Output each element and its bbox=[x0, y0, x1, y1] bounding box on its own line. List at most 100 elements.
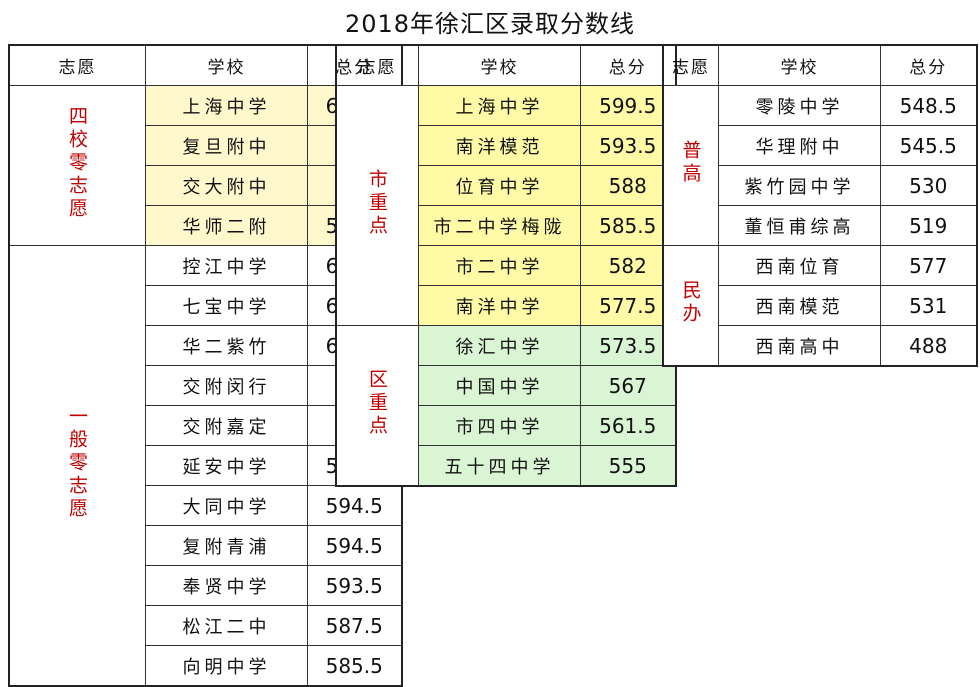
group-label: 区重点 bbox=[366, 368, 388, 438]
score-cell: 577 bbox=[880, 245, 977, 286]
table-row: 大同中学 594.5 bbox=[9, 485, 402, 526]
score-cell: 573.5 bbox=[580, 325, 676, 366]
score-cell: 531 bbox=[880, 285, 977, 326]
school-cell: 西南高中 bbox=[718, 325, 881, 367]
table-row: 南洋中学 577.5 bbox=[336, 285, 676, 326]
table-row: 市二中学梅陇 585.5 bbox=[336, 205, 676, 246]
score-cell: 593.5 bbox=[580, 125, 676, 166]
school-cell: 延安中学 bbox=[145, 445, 308, 486]
group-cell: 四校零志愿 bbox=[8, 85, 146, 246]
score-cell: 488 bbox=[880, 325, 977, 367]
table-row: 五十四中学 555 bbox=[336, 445, 676, 487]
score-cell: 555 bbox=[580, 445, 676, 487]
school-cell: 奉贤中学 bbox=[145, 565, 308, 606]
group-cell: 一般零志愿 bbox=[8, 245, 146, 687]
table-row: 董恒甫综高 519 bbox=[663, 205, 977, 246]
score-cell: 593.5 bbox=[307, 565, 402, 606]
school-cell: 向明中学 bbox=[145, 645, 308, 687]
school-cell: 紫竹园中学 bbox=[718, 165, 881, 206]
score-cell: 519 bbox=[880, 205, 977, 246]
school-cell: 董恒甫综高 bbox=[718, 205, 881, 246]
school-cell: 徐汇中学 bbox=[418, 325, 581, 366]
header-cell: 总分 bbox=[580, 44, 676, 86]
school-cell: 交附闵行 bbox=[145, 365, 308, 406]
score-cell: 567 bbox=[580, 365, 676, 406]
school-cell: 松江二中 bbox=[145, 605, 308, 646]
school-cell: 华师二附 bbox=[145, 205, 308, 246]
table-row: 位育中学 588 bbox=[336, 165, 676, 206]
school-cell: 大同中学 bbox=[145, 485, 308, 526]
header-row: 志愿 学校 总分 bbox=[662, 44, 977, 86]
school-cell: 中国中学 bbox=[418, 365, 581, 406]
school-cell: 华理附中 bbox=[718, 125, 881, 166]
score-cell: 548.5 bbox=[880, 85, 977, 126]
table-row: 紫竹园中学 530 bbox=[663, 165, 977, 206]
school-cell: 交附嘉定 bbox=[145, 405, 308, 446]
school-cell: 华二紫竹 bbox=[145, 325, 308, 366]
school-cell: 零陵中学 bbox=[718, 85, 881, 126]
score-cell: 561.5 bbox=[580, 405, 676, 446]
score-cell: 588 bbox=[580, 165, 676, 206]
header-cell: 学校 bbox=[145, 44, 308, 86]
header-cell: 志愿 bbox=[335, 44, 419, 86]
group-label: 四校零志愿 bbox=[66, 105, 88, 221]
group-cell: 民办 bbox=[662, 245, 719, 367]
score-cell: 577.5 bbox=[580, 285, 676, 326]
score-table: 志愿 学校 总分市重点 上海中学 599.5 南洋模范 593.5 位育中学 588 市二中学梅陇… bbox=[335, 44, 677, 487]
school-cell: 复旦附中 bbox=[145, 125, 308, 166]
score-cell: 587.5 bbox=[307, 605, 402, 646]
table-row: 西南模范 531 bbox=[663, 285, 977, 326]
school-cell: 南洋模范 bbox=[418, 125, 581, 166]
table-row: 市四中学 561.5 bbox=[336, 405, 676, 446]
school-cell: 南洋中学 bbox=[418, 285, 581, 326]
school-cell: 西南位育 bbox=[718, 245, 881, 286]
table-row: 西南高中 488 bbox=[663, 325, 977, 367]
school-cell: 上海中学 bbox=[418, 85, 581, 126]
header-cell: 学校 bbox=[418, 44, 581, 86]
score-cell: 599.5 bbox=[580, 85, 676, 126]
table-row: 松江二中 587.5 bbox=[9, 605, 402, 646]
header-row: 志愿 学校 总分 bbox=[335, 44, 676, 86]
group-cell: 普高 bbox=[662, 85, 719, 246]
school-cell: 复附青浦 bbox=[145, 525, 308, 566]
score-cell: 530 bbox=[880, 165, 977, 206]
table-row: 中国中学 567 bbox=[336, 365, 676, 406]
header-cell: 总分 bbox=[880, 44, 977, 86]
school-cell: 五十四中学 bbox=[418, 445, 581, 487]
score-cell: 594.5 bbox=[307, 485, 402, 526]
table-row: 华理附中 545.5 bbox=[663, 125, 977, 166]
table-row: 区重点 徐汇中学 573.5 bbox=[335, 325, 676, 487]
group-label: 民办 bbox=[679, 280, 702, 326]
score-cell: 594.5 bbox=[307, 525, 402, 566]
header-cell: 志愿 bbox=[8, 44, 146, 86]
group-label: 普高 bbox=[679, 140, 702, 186]
table-row: 普高 零陵中学 548.5 bbox=[662, 85, 977, 246]
group-label: 市重点 bbox=[366, 168, 388, 238]
table-row: 一般零志愿控江中学606.5 bbox=[8, 245, 402, 687]
score-cell: 545.5 bbox=[880, 125, 977, 166]
table-row: 市重点 上海中学 599.5 bbox=[335, 85, 676, 326]
table-row: 向明中学 585.5 bbox=[9, 645, 402, 687]
group-label: 一般零志愿 bbox=[66, 405, 88, 521]
group-cell: 区重点 bbox=[335, 325, 419, 487]
school-cell: 七宝中学 bbox=[145, 285, 308, 326]
score-cell: 585.5 bbox=[307, 645, 402, 687]
school-cell: 上海中学 bbox=[145, 85, 308, 126]
page-title: 2018年徐汇区录取分数线 bbox=[344, 10, 636, 38]
score-cell: 582 bbox=[580, 245, 676, 286]
school-cell: 位育中学 bbox=[418, 165, 581, 206]
school-cell: 市二中学 bbox=[418, 245, 581, 286]
school-cell: 市四中学 bbox=[418, 405, 581, 446]
school-cell: 西南模范 bbox=[718, 285, 881, 326]
score-table: 志愿 学校 总分 普高 零陵中学 548.5 华理附中 545.5 紫竹园中学 530 董恒甫综高 5… bbox=[662, 44, 978, 367]
header-cell: 志愿 bbox=[662, 44, 719, 86]
group-cell: 市重点 bbox=[335, 85, 419, 326]
school-cell: 控江中学 bbox=[145, 245, 308, 286]
header-cell: 学校 bbox=[718, 44, 881, 86]
table-row: 奉贤中学 593.5 bbox=[9, 565, 402, 606]
school-cell: 交大附中 bbox=[145, 165, 308, 206]
table-row: 南洋模范 593.5 bbox=[336, 125, 676, 166]
table-row: 民办 西南位育 577 bbox=[662, 245, 977, 367]
score-cell: 585.5 bbox=[580, 205, 676, 246]
